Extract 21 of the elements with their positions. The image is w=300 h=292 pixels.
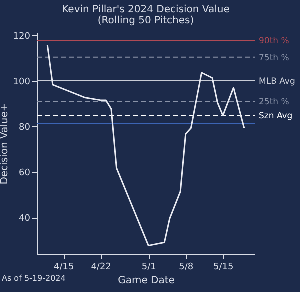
text: As of 5-19-2024 [2, 274, 66, 283]
ref-line-label: 90th % [259, 36, 290, 47]
x-tick-label: 4/22 [91, 262, 112, 272]
ref-line-label: MLB Avg [259, 76, 296, 87]
y-tick-label: 100 [13, 77, 31, 88]
x-tick-label: 4/15 [54, 262, 74, 272]
y-tick-label: 40 [19, 214, 31, 224]
y-tick-label: 120 [13, 32, 31, 42]
x-axis-title: Game Date [118, 276, 175, 286]
y-tick-label: 80 [19, 122, 31, 133]
x-tick-label: 5/8 [179, 262, 194, 272]
x-tick-label: 5/15 [213, 262, 234, 272]
ref-line-label: 25th % [259, 98, 290, 108]
chart-title: Kevin Pillar's 2024 Decision Value [62, 4, 230, 16]
y-axis-title: Decision Value+ [0, 103, 10, 185]
line-series [46, 44, 246, 247]
x-tick-label: 5/1 [142, 262, 156, 272]
y-tick-label: 60 [19, 168, 31, 178]
chart-subtitle: (Rolling 50 Pitches) [98, 15, 194, 26]
ref-line-label: 75th % [259, 53, 290, 64]
ref-line-label: Szn Avg [259, 112, 293, 122]
